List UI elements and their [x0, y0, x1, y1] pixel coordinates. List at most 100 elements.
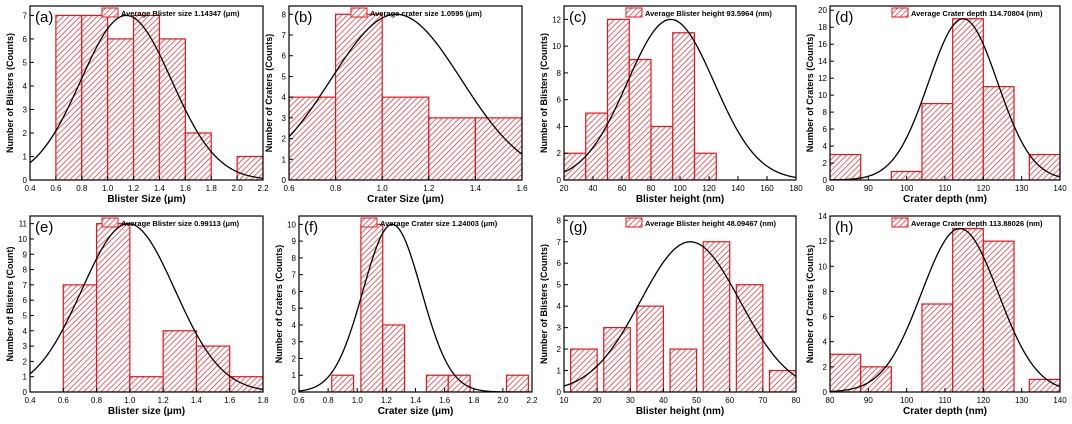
gaussian-fit-curve	[30, 14, 263, 179]
x-tick-label: 1.2	[423, 184, 435, 193]
y-tick-label: 1	[23, 152, 28, 161]
plot-frame	[288, 5, 523, 181]
legend-text: Average crater size 1.0595 (μm)	[370, 9, 482, 18]
histogram-bar	[768, 369, 796, 392]
y-tick-label: 10	[552, 42, 561, 51]
histogram-panel: 80 90 100 110 120 130 140 0 2 4 6 8 10 12 14 16 18 20 Crat…	[805, 5, 1067, 205]
histogram-bar	[381, 96, 430, 180]
y-tick-label: 6	[823, 313, 828, 322]
x-tick-label: 0.6	[50, 184, 62, 193]
y-tick-label: 14	[818, 212, 827, 221]
x-tick-label: 1.4	[410, 396, 422, 405]
y-tick-label: 2	[282, 135, 287, 144]
x-tick-label: 2.2	[526, 396, 538, 405]
y-axis-label: Number of Blisters (Counts)	[5, 33, 15, 153]
x-tick-label: 50	[692, 396, 701, 405]
histogram-bar	[107, 38, 135, 180]
panel-label: (h)	[835, 219, 853, 236]
x-tick-label: 110	[939, 184, 952, 193]
histogram-bar	[81, 14, 109, 180]
legend-swatch	[891, 7, 909, 18]
y-tick-label: 20	[818, 6, 827, 15]
y-tick-label: 0	[23, 176, 28, 185]
y-tick-label: 6	[282, 52, 287, 61]
legend-swatch	[360, 217, 378, 228]
histogram-bar	[650, 125, 674, 180]
legend-text: Average Blister height 48.09467 (nm)	[645, 219, 777, 228]
histogram-bar	[830, 153, 862, 180]
y-tick-label: 2	[557, 149, 562, 158]
x-tick-label: 160	[760, 184, 774, 193]
histogram-bar	[606, 18, 630, 180]
y-tick-label: 18	[818, 23, 827, 32]
histogram-panel: 0.4 0.6 0.8 1.0 1.2 1.4 1.6 1.8 0 1 2 3 4 5 6 7 8 9 10 11 Bl…	[5, 215, 269, 417]
x-tick-label: 0.4	[24, 396, 36, 405]
x-tick-label: 80	[647, 184, 656, 193]
gaussian-fit-curve	[289, 13, 522, 155]
y-tick-label: 4	[823, 142, 828, 151]
y-tick-label: 7	[23, 281, 28, 290]
x-tick-label: 0.6	[283, 184, 295, 193]
panel-label: (g)	[569, 219, 587, 236]
x-tick-label: 1.2	[158, 396, 170, 405]
y-tick-label: 0	[23, 388, 28, 397]
histogram-bar	[195, 345, 231, 392]
histogram-bar	[335, 13, 383, 180]
histogram-bar	[158, 38, 186, 180]
x-tick-label: 90	[864, 184, 873, 193]
panel-label: (d)	[835, 9, 853, 26]
y-tick-label: 3	[557, 324, 562, 333]
y-tick-label: 0	[557, 176, 562, 185]
y-tick-label: 0	[557, 388, 562, 397]
x-axis-label: Crater depth (nm)	[903, 406, 987, 417]
y-tick-label: 8	[292, 254, 297, 263]
y-tick-label: 8	[823, 108, 828, 117]
y-tick-label: 10	[818, 91, 827, 100]
x-axis-label: Crater size (μm)	[378, 406, 454, 417]
legend-swatch	[350, 7, 368, 18]
y-axis-label: Number of Craters (Counts)	[805, 245, 815, 364]
x-tick-label: 100	[673, 184, 687, 193]
histogram-bar	[162, 330, 198, 392]
y-tick-label: 8	[823, 287, 828, 296]
histogram-bar	[474, 117, 522, 180]
y-tick-label: 3	[292, 338, 297, 347]
x-tick-label: 2.0	[497, 396, 509, 405]
y-tick-label: 5	[23, 58, 28, 67]
x-tick-label: 40	[659, 396, 668, 405]
y-tick-label: 6	[557, 96, 562, 105]
histogram-bar	[382, 324, 406, 392]
x-tick-label: 110	[939, 396, 952, 405]
y-tick-label: 4	[557, 122, 562, 131]
histogram-panel: 80 90 100 110 120 130 140 0 2 4 6 8 10 12 14 Crater dep…	[805, 212, 1067, 417]
y-tick-label: 4	[23, 82, 28, 91]
y-tick-label: 3	[23, 342, 28, 351]
y-tick-label: 2	[292, 354, 297, 363]
y-tick-label: 6	[23, 296, 28, 305]
y-tick-label: 6	[23, 35, 28, 44]
histogram-bar	[1028, 378, 1060, 392]
x-tick-label: 60	[725, 396, 734, 405]
y-tick-label: 7	[557, 238, 562, 247]
x-tick-label: 2.0	[232, 184, 244, 193]
panel-label: (c)	[569, 9, 587, 26]
y-tick-label: 0	[823, 176, 828, 185]
x-axis-label: Crater Size (μm)	[367, 194, 444, 205]
x-tick-label: 1.0	[352, 396, 364, 405]
y-axis-label: Number of Craters (Counts)	[805, 34, 815, 153]
histogram-bar	[360, 223, 384, 392]
x-tick-label: 30	[626, 396, 635, 405]
histogram-bar	[585, 112, 609, 180]
histogram-bar	[331, 374, 355, 392]
x-tick-label: 120	[977, 184, 991, 193]
x-tick-label: 100	[900, 396, 914, 405]
legend-text: Average Crater size 1.24003 (μm)	[380, 219, 498, 228]
x-tick-label: 0.8	[91, 396, 103, 405]
histogram-bar	[505, 374, 529, 392]
y-tick-label: 4	[23, 327, 28, 336]
y-tick-label: 3	[282, 114, 287, 123]
x-tick-label: 20	[593, 396, 602, 405]
histogram-panel: 0.6 0.8 1.0 1.2 1.4 1.6 1.8 2.0 2.2 0 1 2 3 4 5 6 7 8 9 10 C…	[274, 215, 538, 417]
histogram-bar	[603, 327, 631, 392]
y-tick-label: 4	[282, 93, 287, 102]
